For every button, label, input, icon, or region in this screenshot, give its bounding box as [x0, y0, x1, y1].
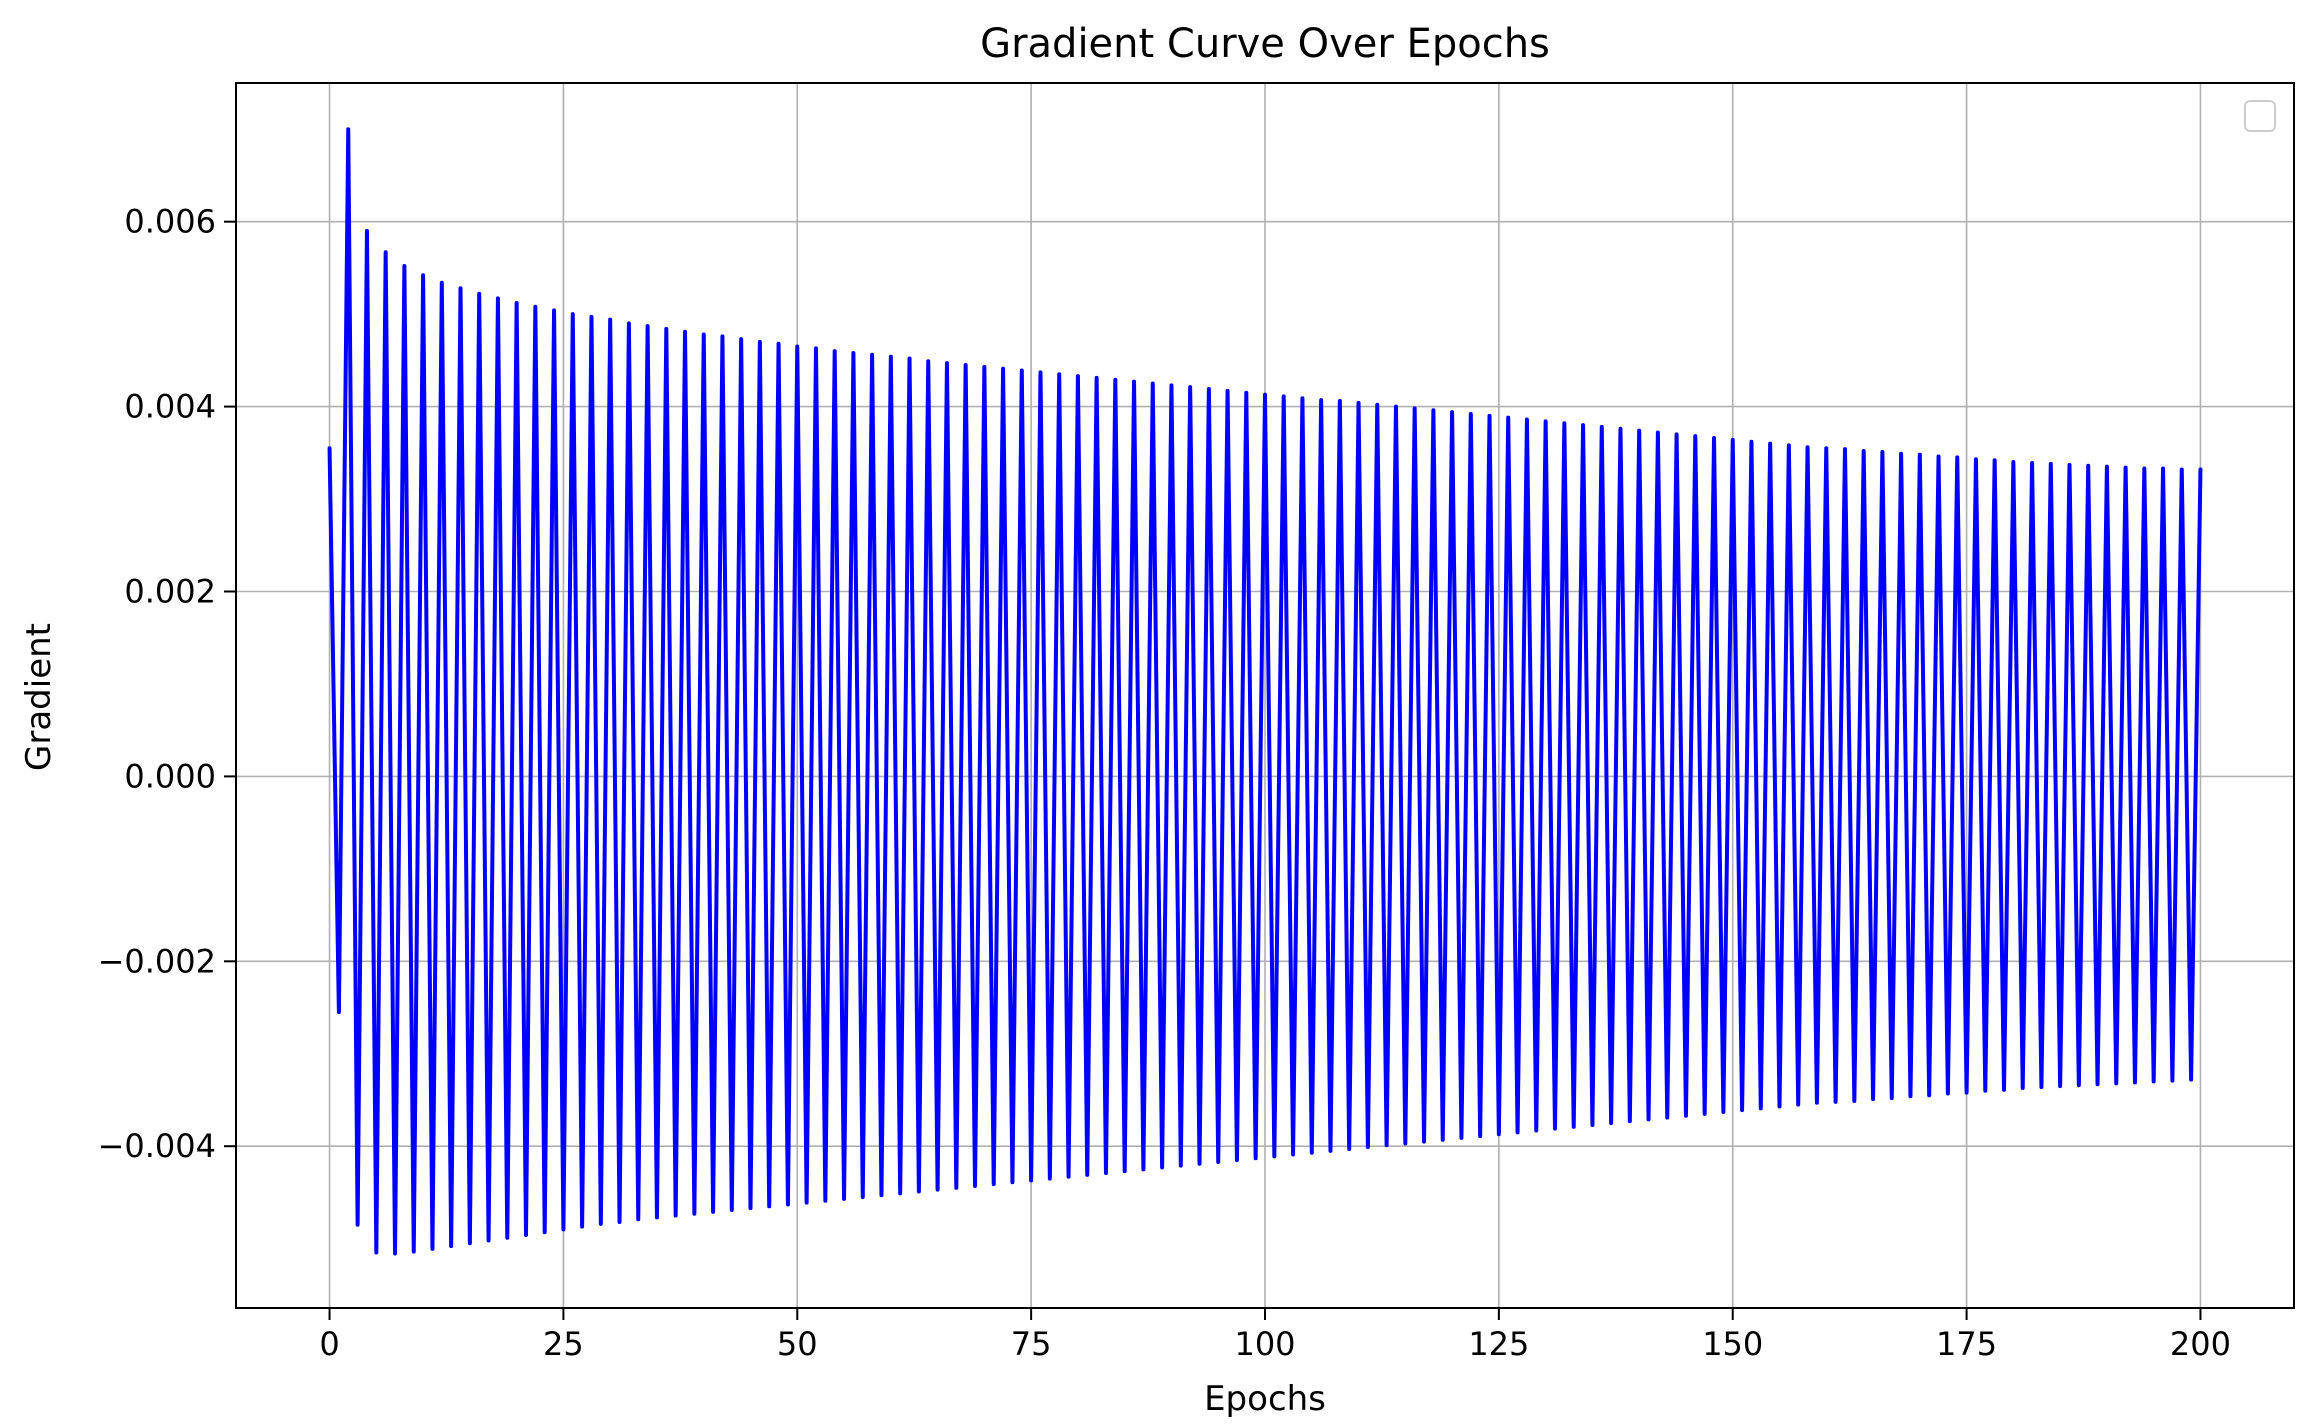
- x-tick-label: 0: [319, 1325, 339, 1363]
- y-tick-label: 0.000: [124, 757, 216, 795]
- x-tick-label: 25: [543, 1325, 584, 1363]
- y-tick-label: 0.002: [124, 572, 216, 610]
- x-tick-label: 150: [1702, 1325, 1763, 1363]
- y-axis-label: Gradient: [19, 623, 59, 771]
- x-tick-label: 75: [1011, 1325, 1052, 1363]
- y-tick-label: −0.004: [98, 1127, 216, 1165]
- x-tick-label: 125: [1468, 1325, 1529, 1363]
- legend-box: [2244, 100, 2276, 132]
- x-tick-label: 50: [777, 1325, 818, 1363]
- series-layer: [327, 127, 2203, 1256]
- y-tick-label: 0.006: [124, 203, 216, 241]
- y-tick-label: −0.002: [98, 942, 216, 980]
- x-tick-label: 200: [2170, 1325, 2231, 1363]
- y-tick-label: 0.004: [124, 388, 216, 426]
- x-tick-label: 175: [1936, 1325, 1997, 1363]
- y-axis-ticks: −0.004 −0.002 0.000 0.002 0.004 0.006: [98, 203, 236, 1165]
- x-tick-label: 100: [1234, 1325, 1295, 1363]
- x-axis-ticks: 0 25 50 75 100 125 150 175 200: [319, 1308, 2231, 1363]
- gradient-series-line: [327, 127, 2203, 1256]
- x-axis-label: Epochs: [1204, 1379, 1326, 1419]
- chart-title: Gradient Curve Over Epochs: [980, 21, 1550, 67]
